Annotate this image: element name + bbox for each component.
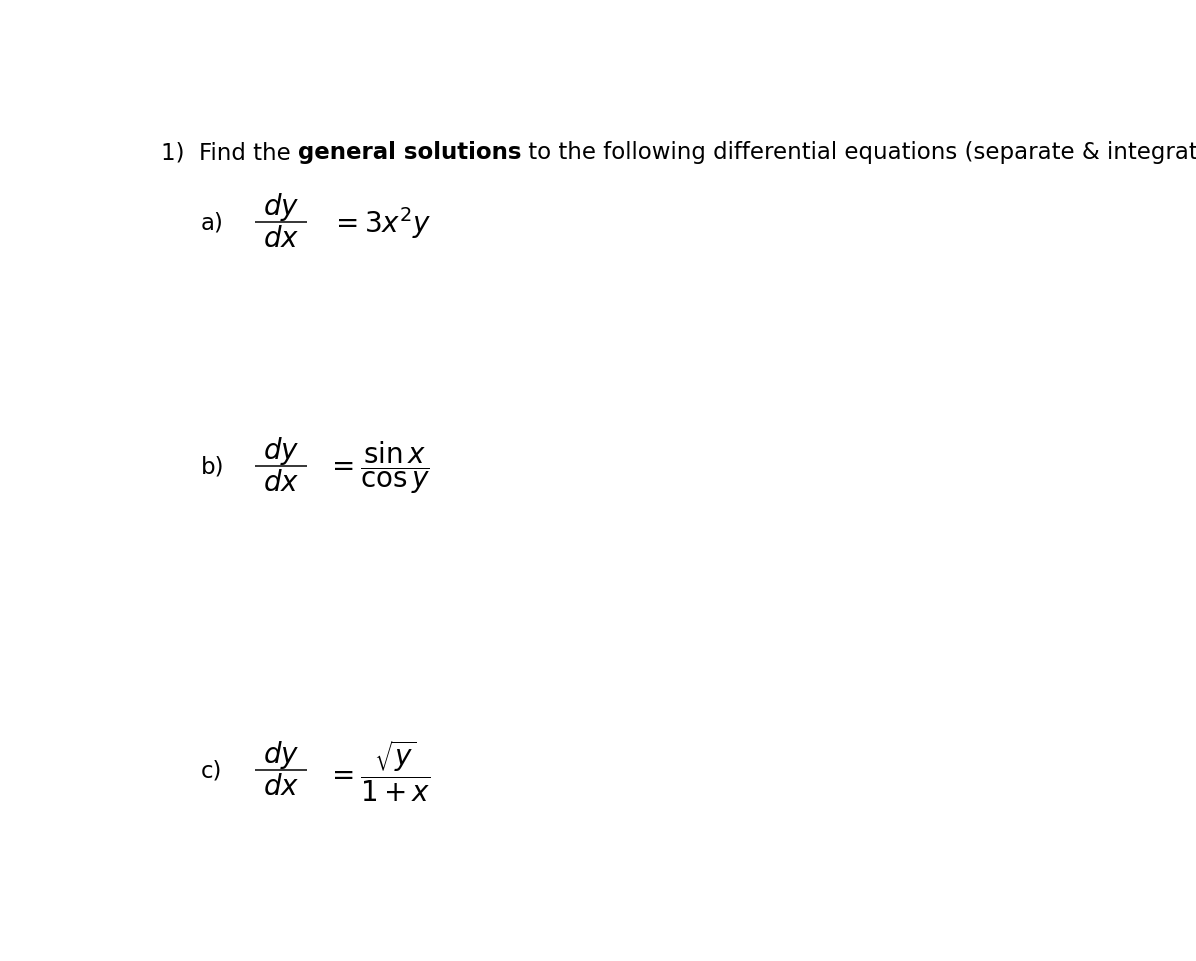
Text: $dx$: $dx$ [263,470,299,497]
Text: general solutions: general solutions [298,141,521,164]
Text: $= \dfrac{\sqrt{y}}{1+x}$: $= \dfrac{\sqrt{y}}{1+x}$ [325,737,431,802]
Text: b): b) [201,456,224,479]
Text: $dy$: $dy$ [263,738,299,770]
Text: $= 3x^2 y$: $= 3x^2 y$ [330,205,432,240]
Text: a): a) [201,211,224,234]
Text: c): c) [201,758,221,781]
Text: $dy$: $dy$ [263,434,299,466]
Text: to the following differential equations (separate & integrate):: to the following differential equations … [521,141,1196,164]
Text: $= \dfrac{\sin x}{\cos y}$: $= \dfrac{\sin x}{\cos y}$ [325,438,429,495]
Text: $dx$: $dx$ [263,773,299,800]
Text: $dx$: $dx$ [263,226,299,253]
Text: $dy$: $dy$ [263,190,299,222]
Text: 1)  Find the: 1) Find the [160,141,298,164]
